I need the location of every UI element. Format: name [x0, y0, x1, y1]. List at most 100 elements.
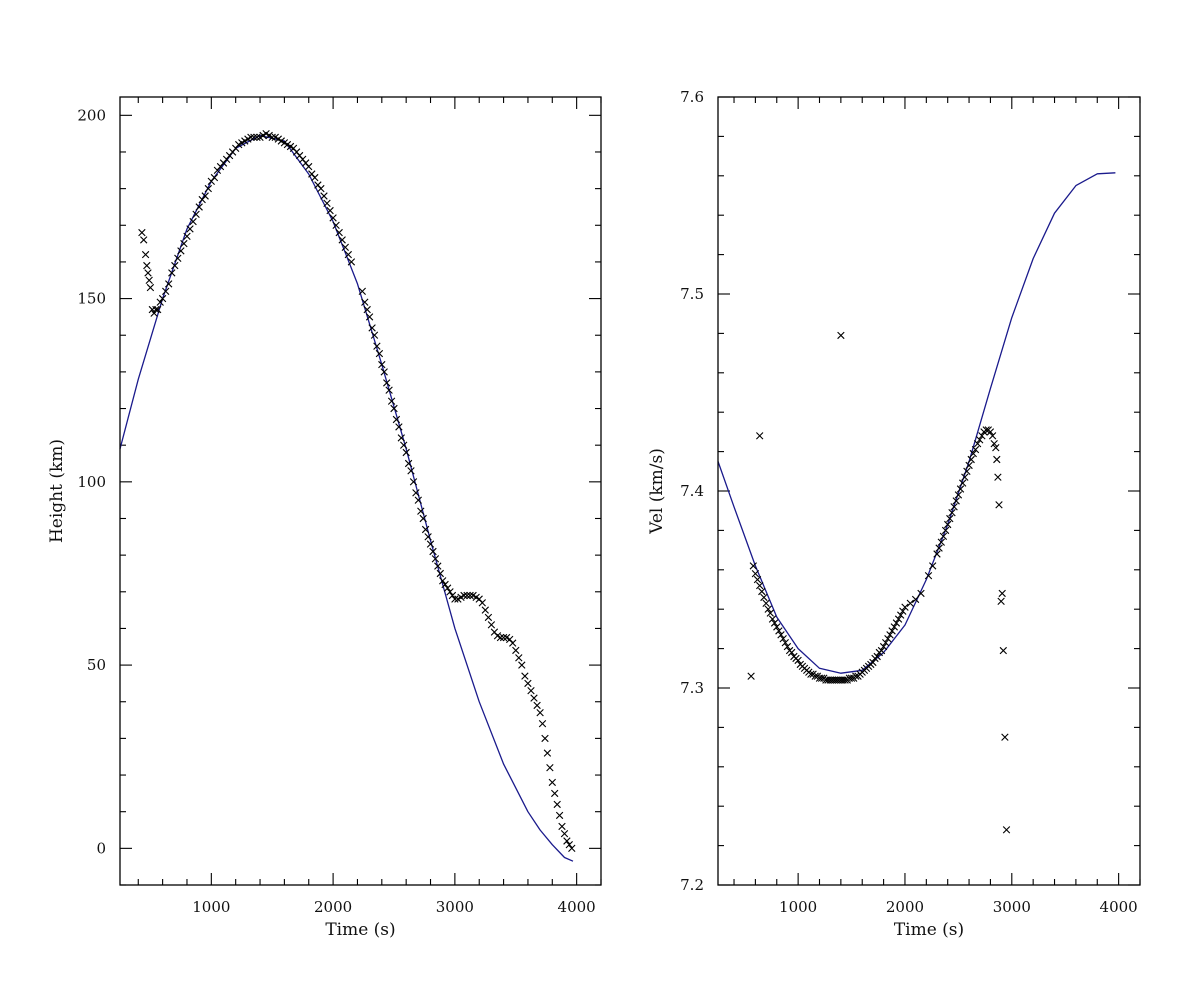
velocity-data-point	[993, 455, 1001, 464]
height-data-point	[144, 269, 152, 277]
velocity-data-point	[939, 532, 948, 540]
velocity-data-point	[817, 674, 826, 682]
height-y-tick-label: 200	[77, 106, 106, 124]
height-data-point	[171, 261, 179, 270]
velocity-data-point	[961, 473, 969, 481]
velocity-data-point	[899, 607, 907, 615]
height-data-point	[145, 276, 153, 284]
velocity-model-line	[717, 172, 1116, 674]
height-data-point	[409, 478, 418, 486]
velocity-data-point	[892, 619, 901, 627]
height-chart: 1000 2000 3000 4000 0 50 100 150 200 Time (s) He…	[47, 96, 602, 940]
velocity-data-point	[837, 331, 845, 340]
height-data-point	[548, 778, 556, 787]
height-data-point	[158, 294, 167, 303]
velocity-data-point	[998, 589, 1006, 598]
height-y-axis-label: Height (km)	[47, 439, 67, 543]
height-data-point	[250, 133, 258, 141]
height-data-point	[383, 379, 391, 387]
height-data-point	[484, 613, 493, 622]
height-data-point	[565, 841, 573, 849]
velocity-data-point	[751, 570, 760, 578]
height-data-point	[390, 404, 398, 413]
velocity-data-point	[994, 473, 1002, 481]
height-data-point	[341, 243, 349, 251]
velocity-data-point	[937, 538, 945, 546]
height-x-tick-label: 4000	[558, 898, 596, 916]
velocity-data-point	[986, 428, 995, 436]
height-data-point	[436, 569, 444, 578]
velocity-data-point	[777, 631, 785, 639]
height-x-axis-label: Time (s)	[325, 920, 395, 940]
velocity-x-axis-label: Time (s)	[894, 920, 964, 940]
velocity-data-point	[841, 676, 849, 684]
height-data-point	[527, 687, 535, 695]
velocity-data-point	[766, 609, 774, 617]
height-data-point	[186, 225, 194, 233]
height-data-point	[320, 192, 328, 200]
velocity-data-point	[768, 615, 777, 623]
height-plot-frame	[119, 96, 602, 886]
velocity-data-point	[882, 639, 890, 647]
velocity-data-point	[779, 635, 787, 643]
height-data-point	[385, 386, 393, 394]
velocity-data-point	[988, 432, 997, 440]
height-data-point	[201, 192, 209, 200]
velocity-data-point	[788, 648, 796, 657]
velocity-data-point	[1001, 733, 1009, 741]
velocity-data-point	[877, 646, 886, 655]
height-data-point	[335, 228, 343, 237]
height-data-point	[177, 247, 185, 255]
height-data-point	[407, 467, 415, 475]
velocity-x-tick-label: 3000	[993, 898, 1031, 916]
height-y-tick-label: 100	[77, 473, 106, 491]
height-data-point	[424, 533, 432, 541]
height-data-point	[541, 734, 549, 743]
height-data-point	[404, 459, 413, 468]
height-data-point	[152, 305, 160, 314]
velocity-data-point	[906, 599, 914, 607]
height-data-point	[358, 287, 366, 295]
height-data-point	[466, 591, 474, 600]
height-data-point	[180, 239, 188, 248]
velocity-data-point	[950, 503, 958, 511]
height-data-point	[332, 221, 340, 229]
velocity-data-point	[963, 467, 971, 475]
velocity-data-point	[886, 631, 894, 639]
height-data-point	[365, 313, 374, 321]
velocity-data-point	[946, 514, 954, 523]
height-data-point	[451, 595, 459, 603]
velocity-data-point	[973, 440, 982, 448]
velocity-data-point	[773, 623, 781, 631]
velocity-data-point	[917, 589, 925, 598]
height-data-point	[174, 254, 182, 262]
height-data-point	[154, 305, 162, 314]
height-data-point	[553, 800, 561, 809]
height-data-point	[361, 298, 369, 306]
velocity-data-point	[894, 615, 903, 623]
velocity-data-point	[879, 642, 888, 651]
velocity-data-point	[901, 603, 909, 611]
height-data-point	[429, 547, 437, 556]
height-x-tick-label: 3000	[436, 898, 474, 916]
height-data-point	[363, 305, 371, 314]
height-data-point	[392, 415, 401, 424]
height-data-point	[395, 423, 403, 431]
height-data-point	[509, 639, 517, 647]
velocity-data-point	[783, 642, 792, 651]
velocity-data-point	[775, 627, 783, 635]
velocity-y-tick-label: 7.2	[680, 876, 704, 894]
height-data-point	[443, 584, 452, 592]
height-data-point	[253, 133, 261, 141]
velocity-y-tick-label: 7.3	[680, 679, 704, 697]
velocity-data-point	[990, 440, 998, 448]
velocity-major-ticks	[718, 96, 1140, 886]
height-data-point	[323, 199, 331, 207]
height-data-point	[378, 360, 386, 369]
height-data-point	[183, 232, 191, 240]
height-data-point	[536, 709, 544, 717]
height-x-tick-label: 1000	[192, 898, 230, 916]
velocity-plot-frame	[717, 96, 1141, 886]
height-data-point	[146, 283, 155, 292]
velocity-data-point	[992, 444, 1000, 452]
